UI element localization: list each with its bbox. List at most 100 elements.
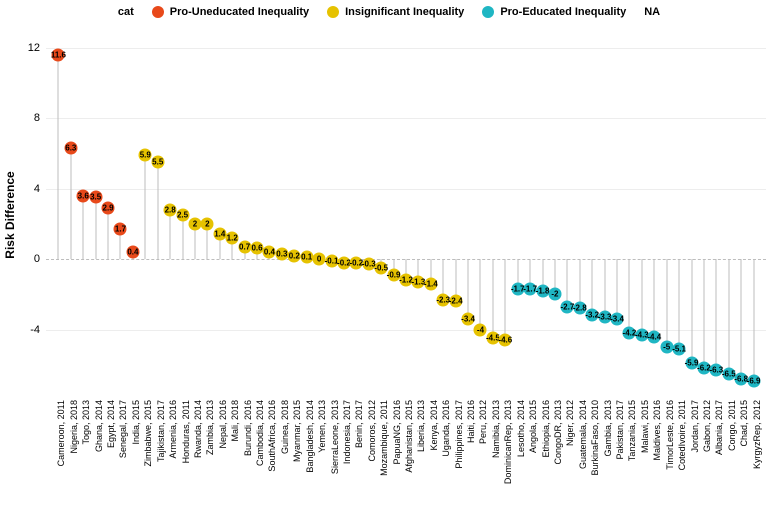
data-point	[424, 277, 437, 290]
data-point	[511, 283, 524, 296]
data-point	[64, 142, 77, 155]
stem	[505, 259, 506, 340]
data-point	[635, 328, 648, 341]
legend-item-insignificant: Insignificant Inequality	[327, 6, 464, 18]
data-point	[648, 330, 661, 343]
data-point	[524, 283, 537, 296]
data-point	[548, 288, 561, 301]
data-point	[412, 275, 425, 288]
ytick-label: 8	[34, 112, 46, 124]
legend-item-na: NA	[644, 6, 660, 18]
legend-title-text: cat	[118, 6, 134, 18]
data-point	[188, 217, 201, 230]
data-point	[387, 268, 400, 281]
data-point	[139, 149, 152, 162]
gridline	[46, 118, 766, 119]
data-point	[350, 256, 363, 269]
data-point	[586, 309, 599, 322]
data-point	[561, 300, 574, 313]
data-point	[735, 372, 748, 385]
stem	[480, 259, 481, 329]
stem	[654, 259, 655, 337]
data-point	[213, 228, 226, 241]
data-point	[325, 254, 338, 267]
data-point	[673, 342, 686, 355]
data-point	[437, 293, 450, 306]
stem	[691, 259, 692, 363]
data-point	[288, 249, 301, 262]
stem	[741, 259, 742, 379]
data-point	[114, 223, 127, 236]
data-point	[251, 242, 264, 255]
legend-label-pro-educated: Pro-Educated Inequality	[500, 6, 626, 18]
legend-swatch-insignificant	[327, 6, 339, 18]
legend-label-insignificant: Insignificant Inequality	[345, 6, 464, 18]
data-point	[275, 247, 288, 260]
data-point	[747, 374, 760, 387]
stem	[592, 259, 593, 315]
data-point	[201, 217, 214, 230]
stem	[716, 259, 717, 370]
stem	[468, 259, 469, 319]
data-point	[337, 256, 350, 269]
data-point	[400, 274, 413, 287]
plot-area: -40481211.6Cameroon, 20116.3Nigeria, 201…	[46, 30, 766, 400]
y-axis-title: Risk Difference	[3, 171, 17, 258]
data-point	[226, 231, 239, 244]
data-point	[660, 341, 673, 354]
stem	[157, 162, 158, 259]
gridline	[46, 48, 766, 49]
data-point	[77, 189, 90, 202]
data-point	[685, 357, 698, 370]
stem	[679, 259, 680, 349]
data-point	[362, 258, 375, 271]
ytick-label: -4	[30, 324, 46, 336]
data-point	[623, 327, 636, 340]
stem	[70, 148, 71, 259]
stem	[58, 55, 59, 259]
legend-item-pro-uneducated: Pro-Uneducated Inequality	[152, 6, 309, 18]
data-point	[449, 295, 462, 308]
stem	[753, 259, 754, 381]
data-point	[151, 156, 164, 169]
data-point	[238, 240, 251, 253]
data-point	[102, 201, 115, 214]
data-point	[313, 253, 326, 266]
stem	[492, 259, 493, 338]
legend-title: cat	[118, 6, 134, 18]
data-point	[176, 209, 189, 222]
legend-label-na: NA	[644, 6, 660, 18]
data-point	[722, 367, 735, 380]
data-point	[486, 332, 499, 345]
data-point	[697, 362, 710, 375]
data-point	[263, 246, 276, 259]
data-point	[474, 323, 487, 336]
gridline	[46, 189, 766, 190]
data-point	[126, 246, 139, 259]
data-point	[300, 251, 313, 264]
data-point	[462, 312, 475, 325]
legend-item-pro-educated: Pro-Educated Inequality	[482, 6, 626, 18]
ytick-label: 4	[34, 183, 46, 195]
data-point	[89, 191, 102, 204]
ytick-label: 12	[28, 42, 46, 54]
stem	[170, 210, 171, 259]
data-point	[536, 284, 549, 297]
stem	[95, 197, 96, 259]
legend-label-pro-uneducated: Pro-Uneducated Inequality	[170, 6, 309, 18]
stem	[182, 215, 183, 259]
legend: cat Pro-Uneducated Inequality Insignific…	[0, 6, 778, 18]
stem	[604, 259, 605, 317]
stem	[703, 259, 704, 368]
data-point	[52, 48, 65, 61]
stem	[728, 259, 729, 374]
stem	[83, 196, 84, 259]
stem	[145, 155, 146, 259]
stem	[617, 259, 618, 319]
ytick-label: 0	[34, 253, 46, 265]
stem	[108, 208, 109, 259]
data-point	[164, 203, 177, 216]
legend-swatch-pro-educated	[482, 6, 494, 18]
legend-swatch-pro-uneducated	[152, 6, 164, 18]
data-point	[611, 312, 624, 325]
